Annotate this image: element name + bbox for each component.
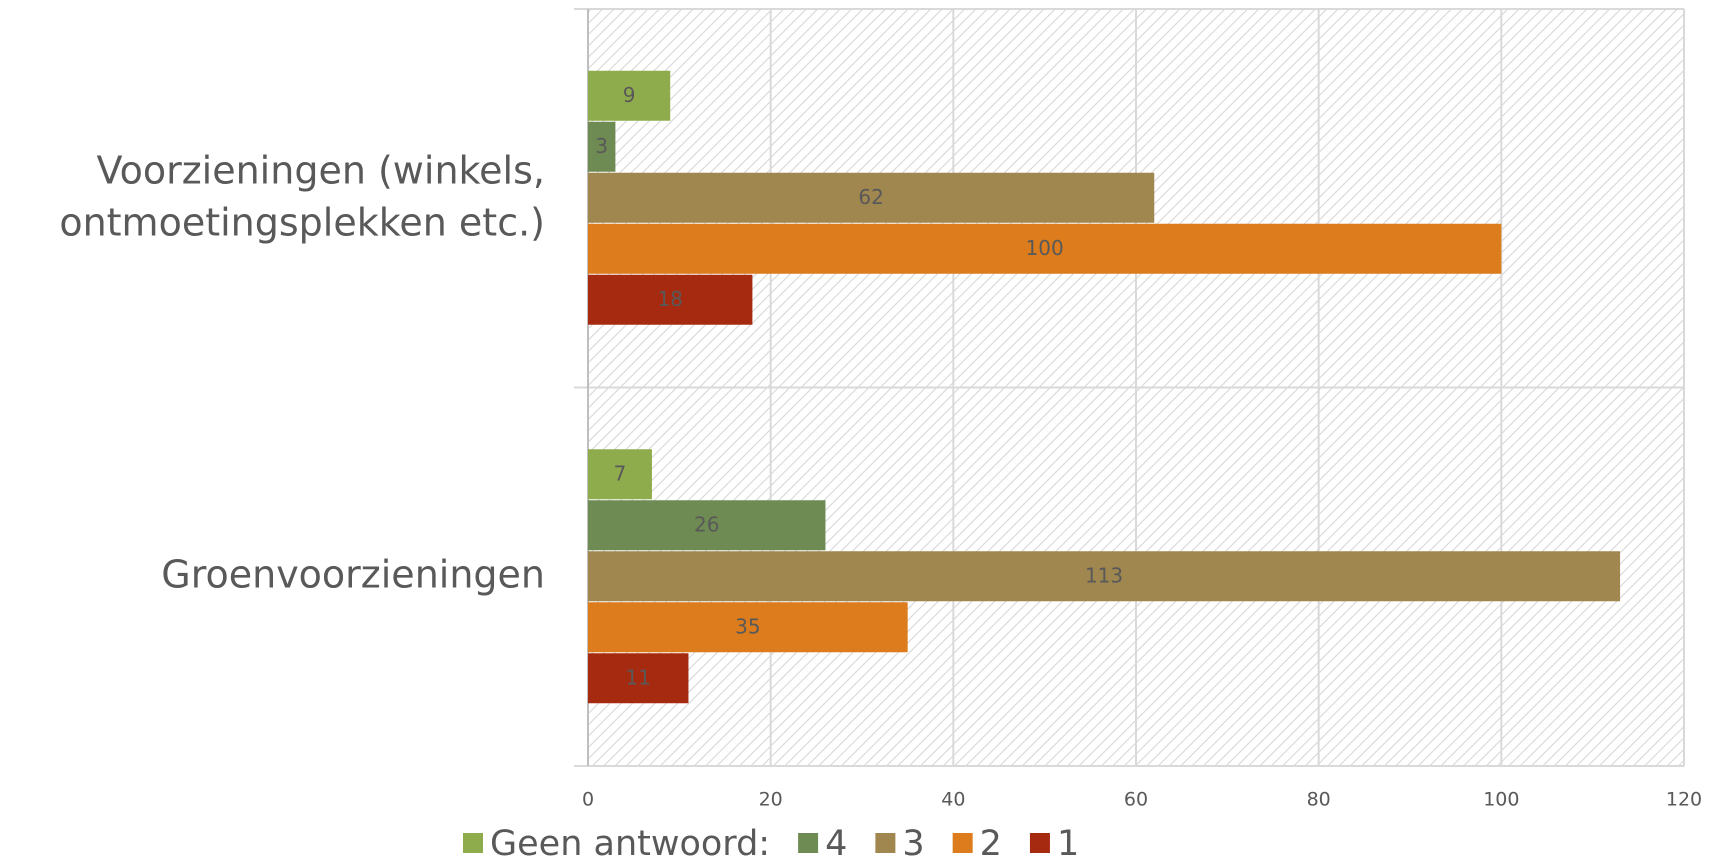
bar	[588, 449, 652, 500]
data-label: 9	[623, 83, 636, 107]
data-label: 35	[735, 614, 760, 638]
x-tick-label: 20	[759, 789, 783, 811]
data-label: 3	[595, 134, 608, 158]
legend-label: 4	[825, 824, 847, 861]
bar	[588, 70, 671, 121]
x-tick-label: 120	[1666, 789, 1702, 811]
data-label: 11	[626, 665, 651, 689]
data-label: 26	[694, 512, 719, 536]
bar	[588, 274, 753, 325]
legend-label: 2	[980, 824, 1002, 861]
legend-swatch	[1029, 833, 1050, 853]
bar	[588, 602, 908, 653]
y-tick-label: Groenvoorzieningen	[161, 552, 545, 596]
data-label: 18	[657, 287, 682, 311]
data-label: 100	[1026, 236, 1064, 260]
legend-label: Geen antwoord:	[490, 824, 770, 861]
y-tick-label: Voorzieningen (winkels, ontmoetingsplekke…	[59, 148, 545, 244]
legend-swatch	[952, 833, 973, 853]
data-label: 113	[1085, 563, 1123, 587]
x-tick-label: 40	[941, 789, 965, 811]
bar	[588, 653, 689, 704]
bar	[588, 121, 616, 172]
legend-swatch	[798, 833, 819, 853]
x-tick-label: 60	[1124, 789, 1148, 811]
data-label: 62	[858, 185, 883, 209]
bar	[588, 172, 1155, 223]
data-label: 7	[614, 461, 627, 485]
legend-label: 3	[902, 824, 924, 861]
bar	[588, 223, 1502, 274]
x-tick-label: 0	[582, 789, 594, 811]
legend-label: 1	[1057, 824, 1079, 861]
legend-swatch	[875, 833, 896, 853]
bar	[588, 500, 826, 551]
bar	[588, 551, 1621, 602]
x-tick-label: 100	[1483, 789, 1519, 811]
x-tick-label: 80	[1307, 789, 1331, 811]
legend-swatch	[463, 833, 483, 853]
